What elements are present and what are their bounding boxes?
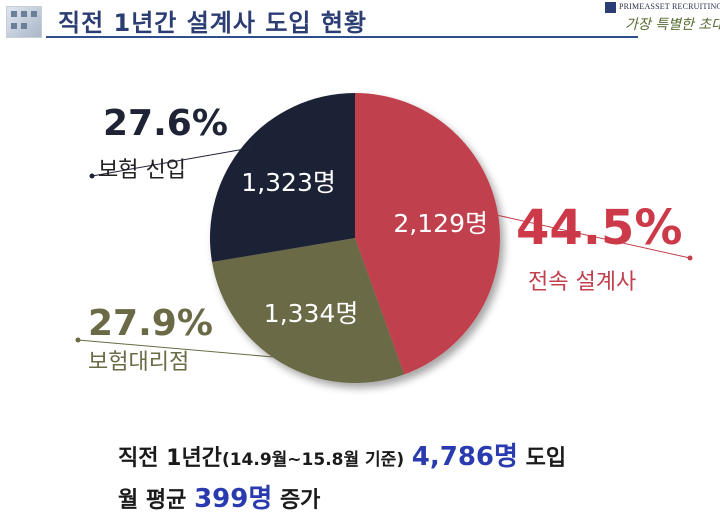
cat-label-agency: 보험대리점	[88, 350, 190, 375]
leader-agency	[77, 339, 285, 359]
slice-exclusive	[355, 93, 500, 375]
slice-agency	[211, 238, 405, 383]
summary-prefix: 직전 1년간	[118, 446, 222, 471]
summary-line-1: 직전 1년간(14.9월~15.8월 기준) 4,786명 도입	[118, 436, 566, 473]
leader-exclusive	[491, 213, 691, 259]
logo-icon	[6, 6, 42, 38]
header: 직전 1년간 설계사 도입 현황 PRIMEASSET RECRUITING 가…	[0, 0, 720, 38]
summary-period: (14.9월~15.8월 기준)	[221, 450, 405, 470]
leader-insurance-new-dot-0	[246, 145, 252, 151]
cat-label-exclusive: 전속 설계사	[528, 270, 637, 295]
value-label-exclusive: 2,129명	[393, 209, 488, 238]
avg-prefix: 월 평균	[118, 488, 187, 513]
leader-exclusive-dot-1	[687, 255, 693, 261]
leader-agency-dot-0	[282, 355, 288, 361]
summary-total: 4,786명	[411, 442, 518, 472]
brand-mark-icon	[605, 2, 616, 13]
leader-agency-dot-1	[75, 337, 81, 343]
summary-suffix: 도입	[525, 446, 567, 471]
brand-slogan: 가장 특별한 초대	[625, 17, 720, 33]
leader-insurance-new	[91, 147, 249, 177]
page-title: 직전 1년간 설계사 도입 현황	[58, 9, 368, 37]
slice-insurance-new	[210, 93, 355, 262]
brand-name: PRIMEASSET RECRUITING	[619, 2, 720, 11]
summary-line-2: 월 평균 399명 증가	[118, 478, 320, 515]
pct-label-insurance-new: 27.6%	[103, 103, 228, 144]
pct-label-agency: 27.9%	[88, 303, 213, 344]
avg-value: 399명	[194, 484, 273, 514]
leader-insurance-new-dot-1	[89, 173, 95, 179]
value-label-insurance-new: 1,323명	[241, 168, 336, 197]
avg-suffix: 증가	[279, 488, 321, 513]
value-label-agency: 1,334명	[264, 299, 359, 328]
title-divider	[46, 36, 638, 38]
cat-label-insurance-new: 보험 신입	[98, 158, 186, 183]
leader-exclusive-dot-0	[489, 211, 495, 217]
brand-logo: PRIMEASSET RECRUITING 가장 특별한 초대	[605, 2, 720, 38]
pct-label-exclusive: 44.5%	[516, 200, 683, 256]
